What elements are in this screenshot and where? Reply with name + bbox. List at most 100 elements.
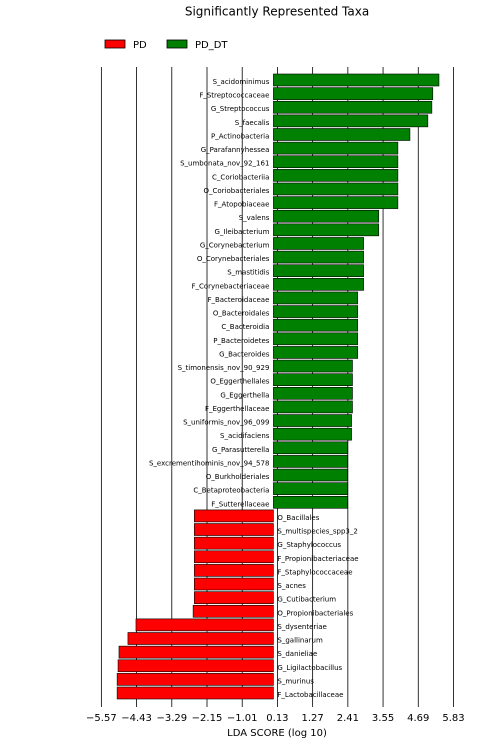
- bar: [273, 114, 429, 128]
- bar: [273, 155, 399, 169]
- category-label: S_valens: [239, 214, 270, 222]
- bar: [135, 618, 274, 632]
- category-label: P_Actinobacteria: [211, 132, 269, 140]
- category-label: O_Corynebacteriales: [197, 255, 270, 263]
- category-label: S_uniformis_nov_96_099: [183, 419, 269, 427]
- category-label: O_Coriobacteriales: [203, 187, 269, 195]
- category-label: F_Sutterellaceae: [211, 500, 269, 508]
- legend-label: PD_DT: [195, 40, 228, 51]
- bar: [273, 318, 359, 332]
- bar: [273, 209, 380, 223]
- bar: [273, 455, 348, 468]
- bar: [273, 141, 399, 155]
- bar: [273, 291, 359, 305]
- category-label: G_Cutibacterium: [277, 596, 336, 604]
- bar: [194, 536, 274, 550]
- category-label: F_Streptococcaceae: [199, 92, 269, 100]
- x-tick-label: −2.15: [192, 713, 223, 724]
- bar: [116, 673, 274, 686]
- category-label: G_Eggerthella: [220, 391, 269, 399]
- category-label: S_acidominimus: [213, 78, 270, 86]
- category-label: O_Bacteroidales: [213, 310, 270, 318]
- bar: [273, 264, 364, 278]
- bar: [273, 87, 434, 100]
- x-tick-label: 0.13: [266, 713, 288, 724]
- bar: [273, 182, 399, 196]
- category-label: C_Coriobacteriia: [212, 173, 269, 181]
- category-label: G_Staphylococcus: [277, 541, 341, 549]
- bar: [273, 169, 399, 182]
- x-axis-label: LDA SCORE (log 10): [227, 728, 327, 739]
- category-label: S_mastitidis: [227, 269, 269, 277]
- category-label: C_Betaproteobacteria: [193, 487, 269, 495]
- bar: [273, 128, 411, 141]
- category-label: S_umbonata_nov_92_161: [180, 160, 269, 168]
- category-label: G_Ileibacterium: [215, 228, 270, 236]
- x-tick-label: −1.01: [227, 713, 258, 724]
- x-tick-label: −5.57: [86, 713, 117, 724]
- category-label: S_acidifaciens: [220, 432, 270, 440]
- category-label: F_Corynebacteriaceae: [191, 282, 269, 290]
- legend-swatch: [104, 39, 126, 49]
- bar: [273, 482, 348, 495]
- category-label: S_dysenteriae: [277, 623, 326, 631]
- bar: [273, 468, 348, 482]
- category-label: P_Bacteroidetes: [213, 337, 269, 345]
- bar: [194, 523, 274, 536]
- x-tick-label: −4.43: [121, 713, 152, 724]
- bar: [273, 73, 440, 87]
- category-label: S_acnes: [277, 582, 306, 590]
- bar: [117, 659, 274, 673]
- bar: [273, 250, 364, 264]
- legend-swatch: [166, 39, 188, 49]
- bar: [273, 414, 352, 427]
- bar: [116, 686, 274, 700]
- bar: [194, 550, 274, 564]
- category-label: G_Bacteroides: [219, 350, 270, 358]
- category-label: S_faecalis: [235, 119, 270, 127]
- bar: [273, 237, 364, 250]
- x-tick-label: 3.55: [372, 713, 394, 724]
- category-label: C_Bacteroidia: [221, 323, 269, 331]
- bar: [273, 346, 359, 359]
- bar: [273, 495, 348, 509]
- bar: [273, 359, 353, 373]
- category-label: G_Corynebacterium: [200, 241, 270, 249]
- category-label: S_multispecies_spp3_2: [277, 528, 357, 536]
- chart-title: Significantly Represented Taxa: [185, 5, 369, 19]
- bar: [118, 645, 274, 659]
- bar: [273, 427, 352, 441]
- category-label: S_excrementihominis_nov_94_578: [149, 459, 269, 467]
- category-label: F_Bacteroidaceae: [207, 296, 269, 304]
- bar: [127, 632, 274, 645]
- bar: [194, 509, 274, 523]
- category-label: O_Burkholderiales: [206, 473, 270, 481]
- category-label: O_Propionibacteriales: [277, 609, 353, 617]
- category-label: G_Streptococcus: [211, 105, 270, 113]
- bar: [273, 373, 353, 386]
- category-label: F_Propionibacteriaceae: [277, 555, 358, 563]
- bar: [273, 441, 348, 455]
- x-tick-label: −3.29: [156, 713, 187, 724]
- category-label: F_Atopobiaceae: [214, 201, 269, 209]
- category-label: S_timonensis_nov_90_929: [178, 364, 270, 372]
- category-label: F_Staphylococcaceae: [277, 568, 352, 576]
- x-tick-label: 4.69: [407, 713, 429, 724]
- bar: [273, 400, 353, 414]
- category-label: S_gallinarum: [277, 637, 323, 645]
- legend-label: PD: [133, 40, 147, 51]
- category-label: S_danieliae: [277, 650, 317, 658]
- bar: [273, 196, 399, 209]
- bar: [273, 387, 353, 400]
- x-tick-label: 2.41: [337, 713, 359, 724]
- bar: [273, 223, 380, 237]
- category-label: G_Parasutterella: [212, 446, 269, 454]
- bar: [273, 332, 359, 346]
- x-tick-label: 5.83: [442, 713, 464, 724]
- bar: [273, 278, 364, 291]
- bar: [273, 305, 359, 318]
- bar: [194, 564, 274, 577]
- category-label: G_Parafannyhessea: [201, 146, 270, 154]
- bar: [273, 100, 433, 114]
